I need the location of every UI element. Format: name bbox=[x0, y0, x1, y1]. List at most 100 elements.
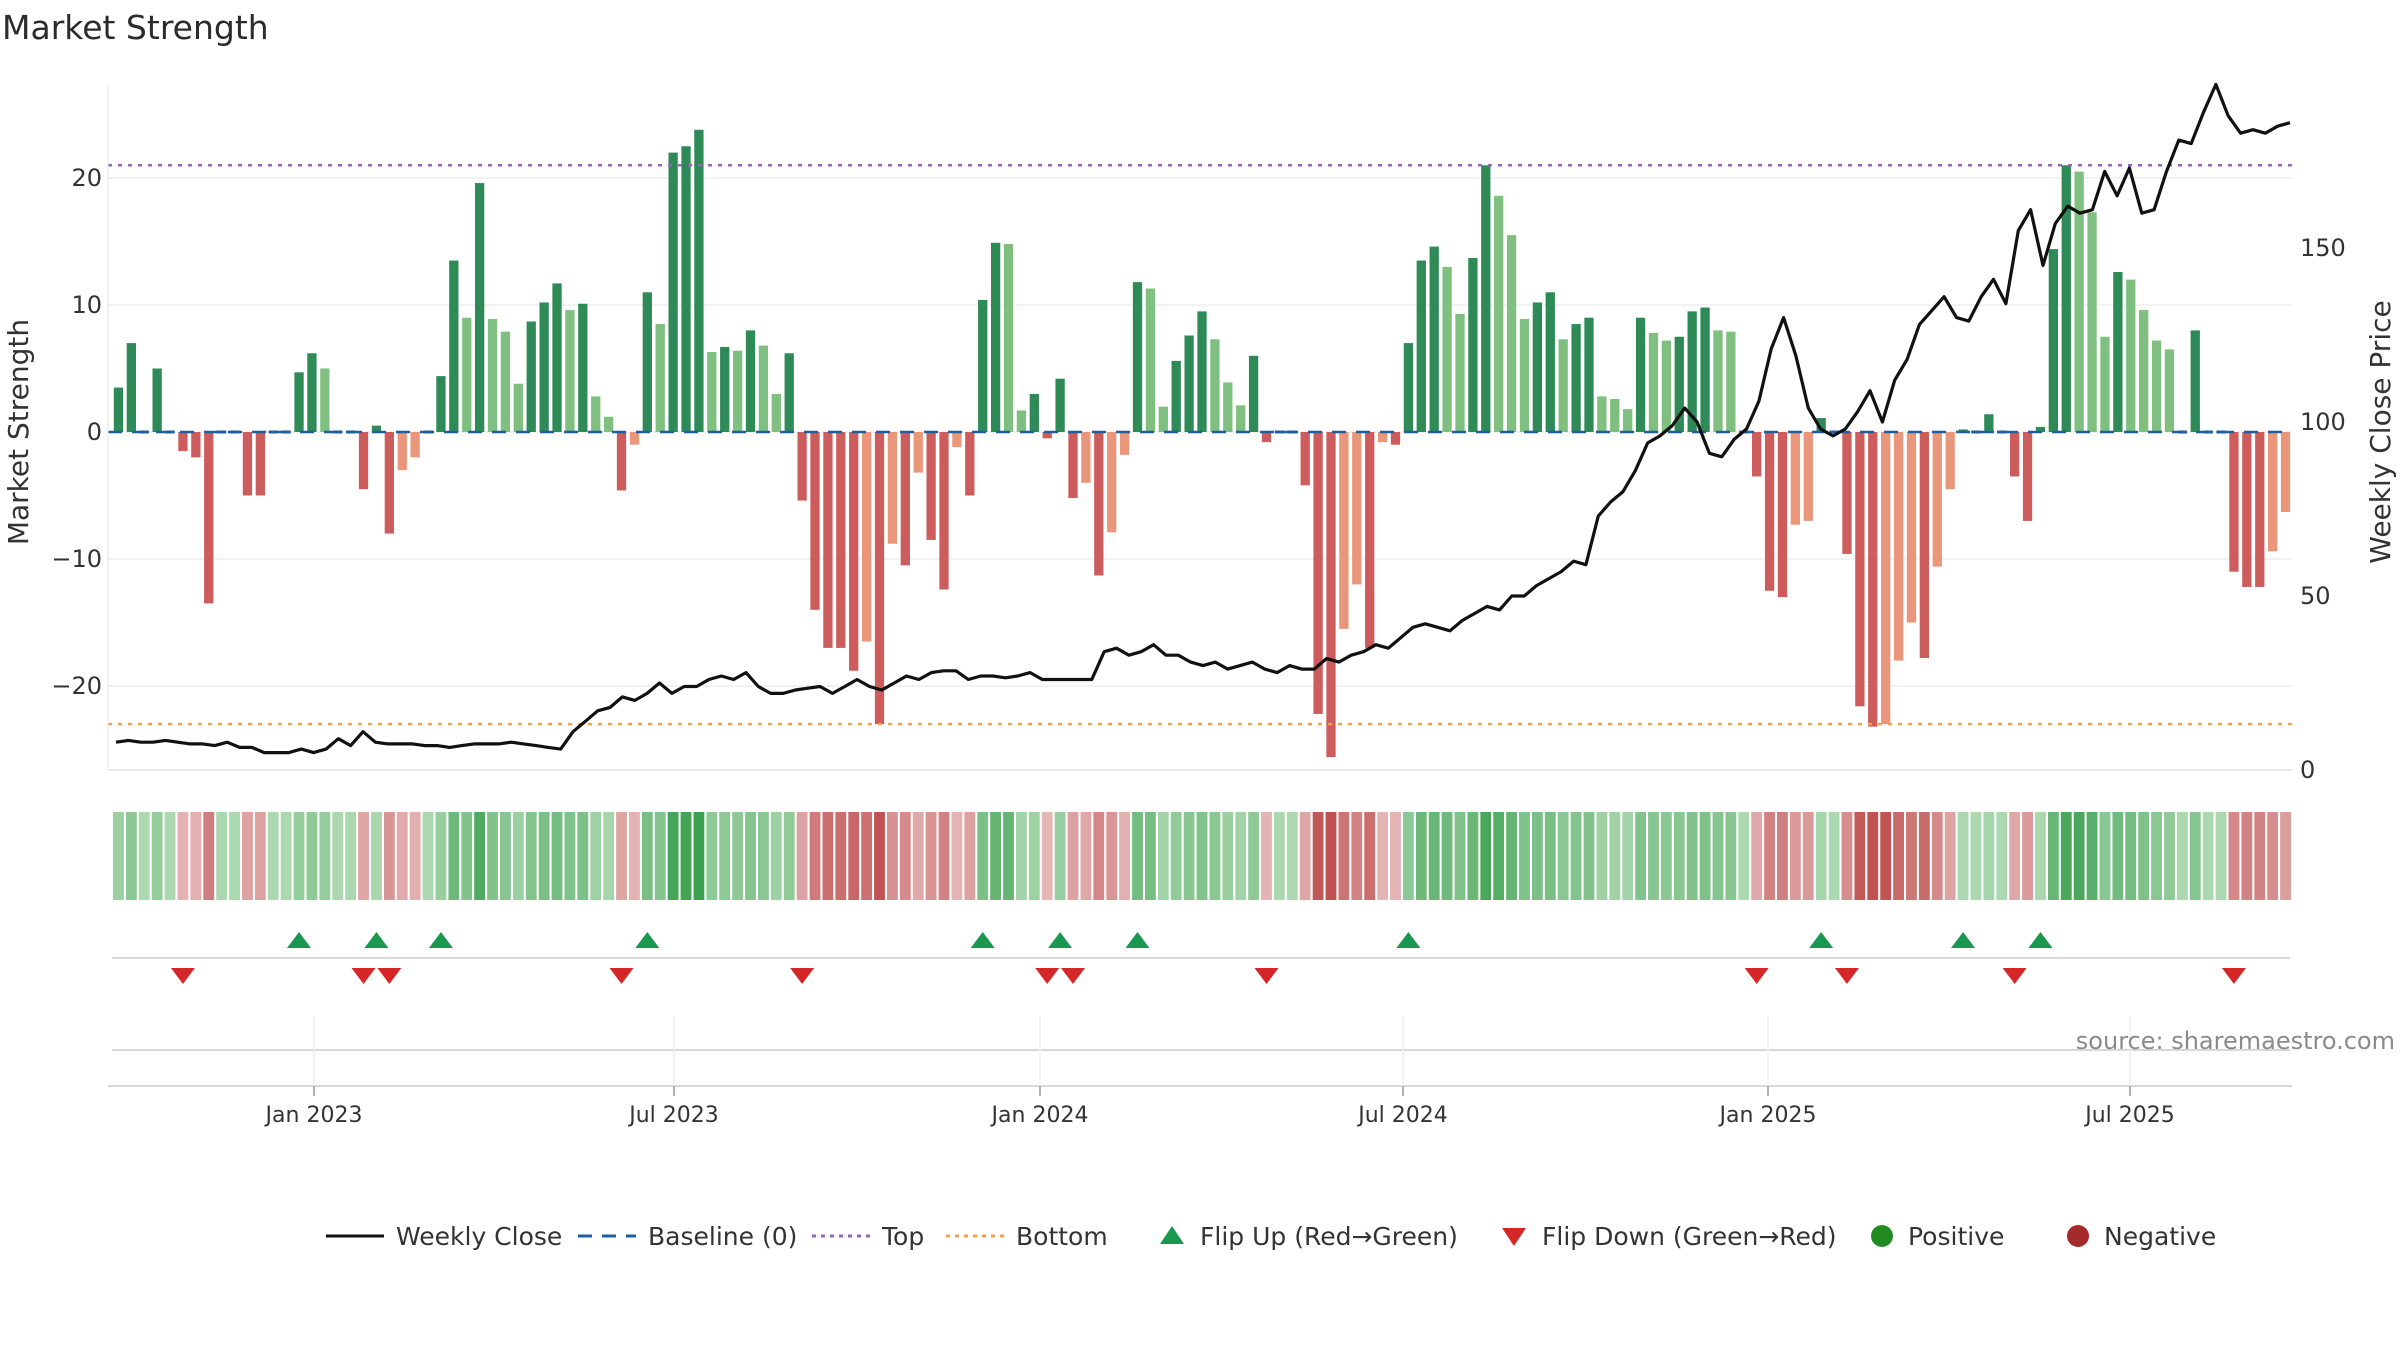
strength-bar bbox=[462, 317, 472, 432]
heat-cell bbox=[848, 812, 860, 900]
strength-bar bbox=[1997, 430, 2007, 434]
y-axis-title: Market Strength bbox=[2, 319, 35, 545]
strength-bar bbox=[1726, 331, 1736, 432]
strength-bar bbox=[2100, 336, 2110, 432]
strength-bar bbox=[1390, 432, 1401, 445]
heat-cell bbox=[1815, 812, 1827, 900]
heat-cell bbox=[1854, 812, 1866, 900]
heat-cell bbox=[1377, 812, 1389, 900]
heat-cell bbox=[2009, 812, 2021, 900]
strength-bar bbox=[784, 353, 794, 432]
strength-bar bbox=[204, 432, 214, 604]
heat-cell bbox=[2176, 812, 2188, 900]
strength-bar bbox=[2126, 279, 2136, 432]
heat-cell bbox=[1789, 812, 1801, 900]
strength-bar bbox=[500, 331, 511, 432]
y2-axis-title: Weekly Close Price bbox=[2364, 300, 2397, 563]
flip-down-marker bbox=[170, 968, 195, 984]
heat-cell bbox=[964, 812, 976, 900]
heat-cell bbox=[1157, 812, 1169, 900]
heat-cell bbox=[551, 812, 563, 900]
heat-cell bbox=[164, 812, 176, 900]
strength-bar bbox=[1713, 330, 1723, 432]
heat-cell bbox=[1931, 812, 1943, 900]
heat-cell bbox=[1777, 812, 1788, 900]
strength-bar bbox=[1145, 288, 1156, 432]
strength-bar bbox=[1545, 292, 1555, 432]
strength-bar bbox=[2113, 271, 2123, 432]
strength-bar bbox=[1429, 246, 1439, 432]
heat-cell bbox=[1080, 812, 1092, 900]
heat-cell bbox=[1712, 812, 1724, 900]
heat-cell bbox=[525, 812, 537, 900]
source-credit: source: sharemaestro.com bbox=[2076, 1027, 2395, 1055]
heat-cell bbox=[1093, 812, 1105, 900]
heat-cell bbox=[590, 812, 602, 900]
flip-down-marker bbox=[377, 968, 402, 984]
strength-bar bbox=[797, 432, 807, 501]
heat-cell bbox=[1738, 812, 1750, 900]
strength-bar bbox=[1674, 336, 1684, 432]
strength-bar bbox=[1494, 195, 1504, 432]
strength-bar bbox=[913, 432, 923, 473]
strength-bar bbox=[474, 183, 485, 432]
flip-down-marker bbox=[1035, 968, 1060, 984]
heat-cell bbox=[977, 812, 989, 900]
legend-label: Bottom bbox=[1016, 1222, 1108, 1251]
strength-bar bbox=[1081, 432, 1091, 483]
heat-cell bbox=[1970, 812, 1982, 900]
heat-cell bbox=[538, 812, 550, 900]
flip-up-marker bbox=[1048, 932, 1073, 948]
strength-bar bbox=[371, 425, 382, 432]
heat-cell bbox=[1325, 812, 1337, 900]
strength-bar bbox=[1519, 318, 1530, 432]
heat-cell bbox=[1441, 812, 1453, 900]
y-tick-label: 0 bbox=[87, 418, 102, 446]
heat-cell bbox=[2241, 812, 2253, 900]
strength-bar bbox=[1635, 317, 1646, 432]
flip-up-marker bbox=[635, 932, 660, 948]
strength-bar bbox=[1661, 340, 1672, 432]
heat-cell bbox=[1699, 812, 1711, 900]
strength-bar bbox=[1984, 414, 1994, 432]
heat-cell bbox=[1015, 812, 1027, 900]
heat-cell bbox=[577, 812, 589, 900]
strength-bar bbox=[1158, 406, 1168, 432]
heat-cell bbox=[1415, 812, 1427, 900]
strength-bar bbox=[165, 430, 175, 434]
strength-bar bbox=[849, 432, 859, 671]
page-title: Market Strength bbox=[2, 8, 269, 47]
heat-cell bbox=[190, 812, 202, 900]
heat-cell bbox=[809, 812, 821, 900]
heat-cell bbox=[1235, 812, 1247, 900]
flip-down-marker bbox=[1834, 968, 1859, 984]
heat-cell bbox=[1067, 812, 1079, 900]
heat-cell bbox=[2202, 812, 2214, 900]
strength-bar bbox=[1403, 343, 1414, 432]
heat-cell bbox=[113, 812, 124, 900]
strength-bar bbox=[2074, 171, 2084, 432]
strength-bar bbox=[2022, 432, 2033, 521]
heat-cell bbox=[1867, 812, 1879, 900]
strength-bar bbox=[1816, 418, 1826, 432]
strength-bar bbox=[1506, 235, 1517, 432]
strength-bar bbox=[217, 430, 227, 434]
strength-bar bbox=[384, 432, 394, 534]
strength-bar bbox=[887, 432, 898, 544]
strength-bar bbox=[732, 350, 743, 432]
heat-cell bbox=[1609, 812, 1621, 900]
legend-item: Flip Up (Red→Green) bbox=[1160, 1222, 1458, 1251]
legend-item: Positive bbox=[1871, 1222, 2004, 1251]
strength-bar bbox=[191, 432, 201, 458]
heat-cell bbox=[1196, 812, 1208, 900]
heat-cell bbox=[1802, 812, 1814, 900]
strength-bar bbox=[978, 299, 988, 432]
flip-down-marker bbox=[790, 968, 815, 984]
heat-cell bbox=[2086, 812, 2098, 900]
heat-cell bbox=[1248, 812, 1260, 900]
strength-bar bbox=[1184, 335, 1194, 432]
strength-bar bbox=[1107, 432, 1117, 533]
heat-cell bbox=[1544, 812, 1556, 900]
strength-bar bbox=[1932, 432, 1942, 567]
strength-bar bbox=[1571, 324, 1581, 432]
